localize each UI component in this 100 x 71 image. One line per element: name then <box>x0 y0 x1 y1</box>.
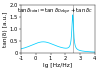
Y-axis label: tan(δ) [a.u.]: tan(δ) [a.u.] <box>4 12 8 47</box>
Text: $\tan\delta_{total} = \tan\delta_{Debye} + \tan\delta_{C}$: $\tan\delta_{total} = \tan\delta_{Debye}… <box>17 6 93 17</box>
X-axis label: lg [Hz/Hz]: lg [Hz/Hz] <box>43 63 73 68</box>
